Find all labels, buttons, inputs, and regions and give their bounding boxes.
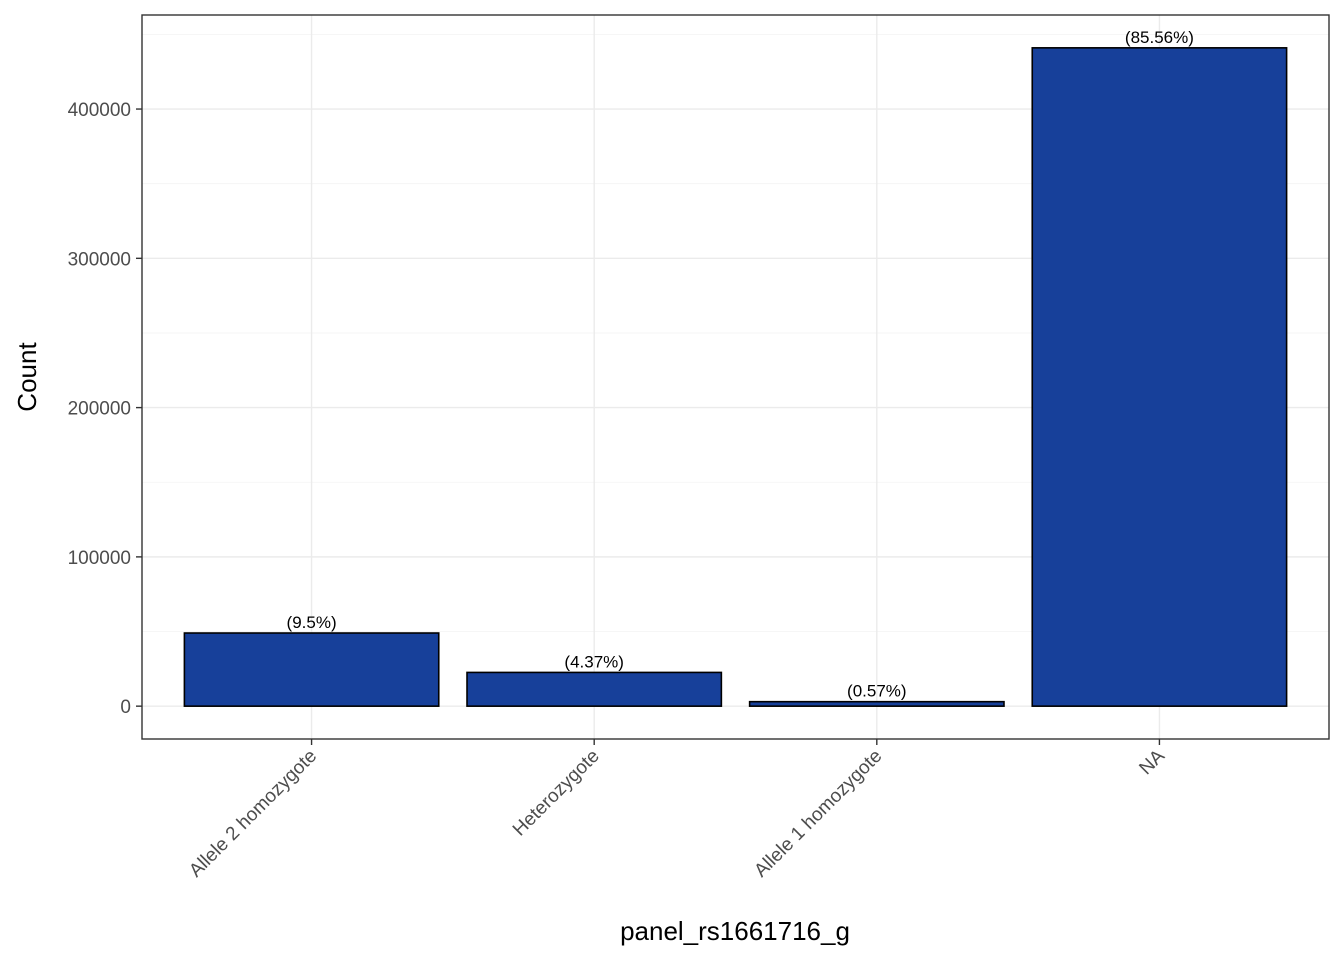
x-axis-title: panel_rs1661716_g [620,916,850,946]
y-tick-label: 200000 [68,399,131,420]
bar-label: (85.56%) [1125,28,1194,47]
bar-label: (0.57%) [847,682,907,701]
bar-0 [183,632,440,707]
y-axis-title: Count [12,342,42,412]
y-tick-label: 400000 [68,100,131,121]
bar-2 [748,700,1005,707]
bar-labels: (9.5%) (4.37%) (0.57%) (85.56%) [287,28,1194,701]
bar-label: (9.5%) [287,613,337,632]
y-tick-label: 300000 [68,249,131,270]
bar-label: (4.37%) [564,652,624,671]
bar-1 [466,671,723,707]
y-axis: 0 100000 200000 300000 400000 [68,100,142,718]
plot-panel-border [141,14,1330,740]
y-tick-label: 0 [120,697,131,718]
bars [183,47,1288,707]
y-tick-label: 100000 [68,548,131,569]
bar-3 [1031,47,1288,707]
